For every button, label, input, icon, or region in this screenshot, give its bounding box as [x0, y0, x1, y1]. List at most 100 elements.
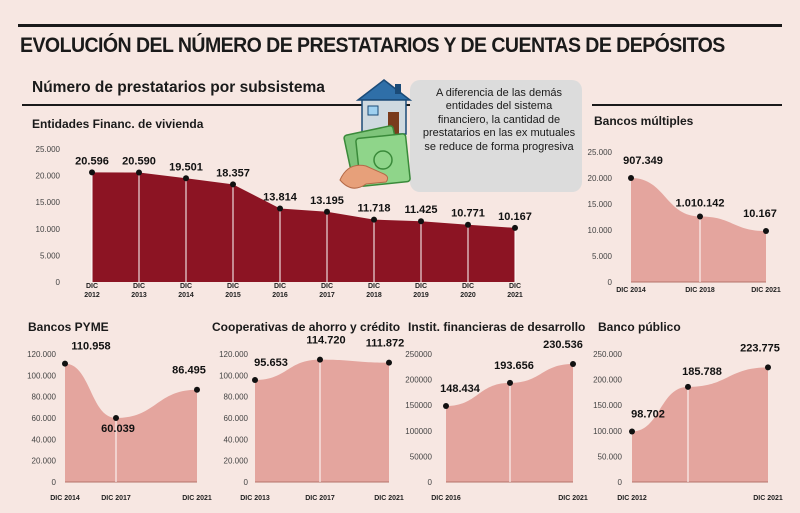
data-label: 86.495: [172, 365, 206, 377]
x-tick-label: DIC 2021: [753, 495, 783, 502]
panel-title-multiples: Bancos múltiples: [594, 114, 694, 128]
x-tick-label: DIC 2012: [84, 283, 100, 299]
area-fill: [65, 363, 197, 482]
y-tick-label: 200000: [405, 376, 432, 385]
x-tick-line: 2018: [366, 292, 382, 299]
x-tick-line: 2019: [413, 292, 429, 299]
x-tick-line: DIC: [368, 283, 380, 290]
data-point: [183, 175, 189, 182]
area-fill: [92, 172, 515, 282]
panel-title-cooperativas: Cooperativas de ahorro y crédito: [212, 320, 401, 334]
y-tick-label: 15.000: [36, 198, 61, 207]
x-tick-label: DIC 2014: [50, 495, 80, 502]
y-tick-label: 80.000: [224, 393, 249, 402]
data-label: 114.720: [306, 335, 345, 347]
x-tick-line: 2017: [319, 292, 335, 299]
y-tick-label: 0: [608, 278, 613, 287]
y-tick-label: 120.000: [27, 350, 56, 359]
y-tick-label: 10.000: [588, 226, 613, 235]
hand-icon: [339, 164, 389, 189]
x-tick-line: DIC: [227, 283, 239, 290]
y-tick-label: 80.000: [32, 393, 57, 402]
x-tick-line: 2016: [272, 292, 288, 299]
x-tick-line: 2014: [178, 292, 194, 299]
callout-box: [410, 80, 582, 192]
data-point: [252, 376, 258, 383]
data-point: [194, 386, 200, 393]
data-label: 1.010.142: [676, 197, 725, 209]
data-point: [62, 360, 68, 367]
data-point: [371, 216, 377, 223]
data-point: [136, 169, 142, 176]
data-point: [418, 218, 424, 225]
data-point: [629, 428, 635, 435]
x-tick-line: DIC: [180, 283, 192, 290]
y-tick-label: 15.000: [588, 200, 613, 209]
x-tick-line: DIC: [274, 283, 286, 290]
x-tick-label: DIC 2012: [617, 495, 647, 502]
y-tick-label: 50.000: [598, 452, 623, 461]
x-tick-label: DIC 2021: [751, 287, 781, 294]
x-tick-label: DIC 2017: [305, 495, 335, 502]
chart-pyme: 0 20.000 40.000 60.000 80.000 100.000 120.000 1…: [27, 341, 212, 502]
data-label: 10.167: [498, 211, 532, 223]
data-label: 60.039: [101, 423, 135, 435]
data-label: 185.788: [682, 366, 722, 378]
y-tick-label: 5.000: [592, 252, 613, 261]
panel-title-desarrollo: Instit. financieras de desarrollo: [408, 320, 586, 334]
data-point: [317, 356, 323, 363]
x-tick-label: DIC 2021: [182, 495, 212, 502]
panel-title-pyme: Bancos PYME: [28, 320, 109, 334]
x-tick-label: DIC 2013: [131, 283, 147, 299]
x-tick-line: 2013: [131, 292, 147, 299]
y-tick-label: 60.000: [32, 414, 57, 423]
panel-title-vivienda: Entidades Financ. de vivienda: [32, 117, 204, 131]
data-label: 20.590: [122, 155, 156, 167]
data-point: [507, 379, 513, 386]
x-tick-line: DIC: [509, 283, 521, 290]
y-tick-label: 150000: [405, 401, 432, 410]
y-tick-label: 20.000: [32, 457, 57, 466]
data-label: 10.167: [743, 208, 777, 220]
multiples-rule: [592, 104, 782, 106]
y-tick-label: 25.000: [588, 148, 613, 157]
x-tick-label: DIC 2018: [366, 283, 382, 299]
x-tick-line: 2015: [225, 292, 241, 299]
subtitle-rule: [22, 104, 574, 106]
y-tick-label: 20.000: [588, 174, 613, 183]
y-tick-label: 40.000: [224, 435, 249, 444]
data-point: [386, 359, 392, 366]
y-tick-label: 20.000: [36, 172, 61, 181]
x-tick-line: DIC: [133, 283, 145, 290]
data-point: [324, 208, 330, 215]
x-tick-line: DIC: [415, 283, 427, 290]
data-point: [697, 213, 703, 220]
y-tick-label: 0: [428, 478, 433, 487]
x-tick-line: DIC: [86, 283, 98, 290]
data-point: [765, 364, 771, 371]
data-point: [628, 175, 634, 181]
callout-text: A diferencia de las demás entidades del …: [422, 87, 576, 153]
x-tick-label: DIC 2014: [616, 287, 646, 294]
chart-cooperativas: 0 20.000 40.000 60.000 80.000 100.000 120.000 9…: [219, 335, 404, 502]
data-label: 230.536: [543, 339, 583, 351]
chart-publico: 0 50.000 100.000 150.000 200.000 250.000 98.70…: [593, 342, 783, 502]
data-label: 19.501: [169, 161, 203, 173]
data-label: 223.775: [740, 342, 780, 354]
data-label: 18.357: [216, 167, 250, 179]
y-tick-label: 100000: [405, 427, 432, 436]
page-title: EVOLUCIÓN DEL NÚMERO DE PRESTATARIOS Y D…: [20, 34, 725, 57]
data-point: [443, 403, 449, 410]
data-point: [763, 228, 769, 235]
y-tick-label: 250000: [405, 350, 432, 359]
y-tick-label: 5.000: [40, 251, 61, 260]
x-tick-line: 2012: [84, 292, 100, 299]
x-tick-line: 2020: [460, 292, 476, 299]
y-tick-label: 200.000: [593, 376, 622, 385]
data-point: [570, 360, 576, 367]
x-tick-label: DIC 2016: [272, 283, 288, 299]
x-tick-label: DIC 2020: [460, 283, 476, 299]
data-point: [685, 383, 691, 390]
